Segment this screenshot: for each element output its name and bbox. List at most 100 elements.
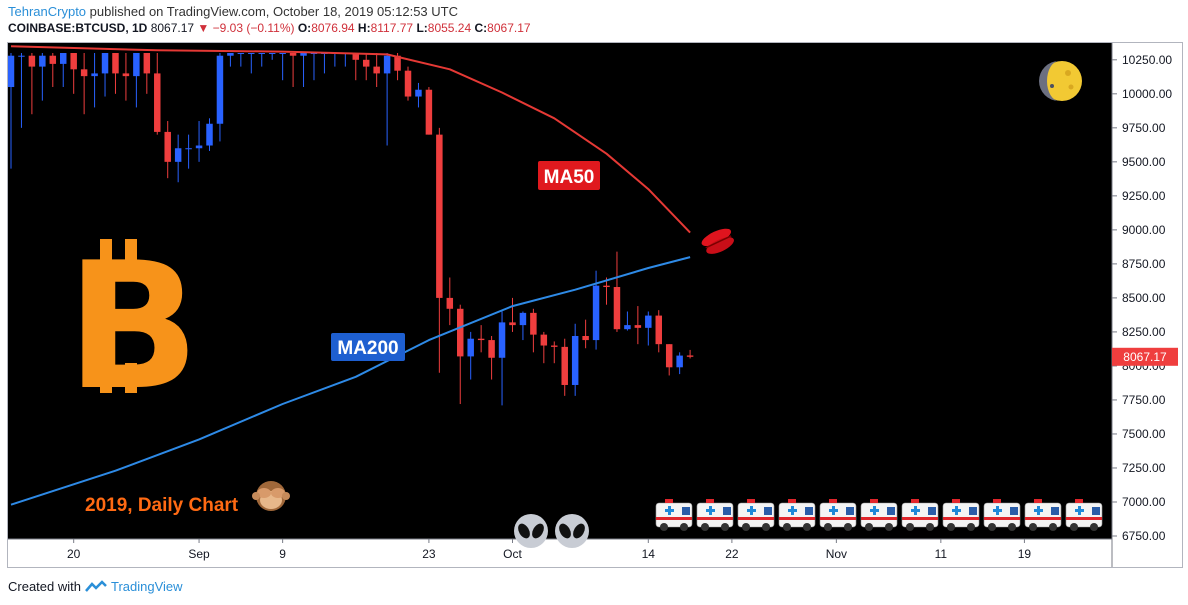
candle-body — [415, 89, 422, 97]
candle — [8, 53, 15, 169]
price-axis[interactable] — [1112, 43, 1182, 567]
ambulance-icon — [1065, 499, 1103, 531]
bitcoin-logo-top-left-bar — [100, 239, 112, 267]
ambulance-icon — [942, 499, 980, 531]
ambulance-window — [1010, 507, 1018, 515]
low-value: 8055.24 — [427, 21, 472, 35]
author-link[interactable]: TehranCrypto — [8, 4, 87, 19]
candle — [634, 306, 642, 345]
price-chart[interactable]: 6750.007000.007250.007500.007750.008000.… — [8, 43, 1182, 567]
candle — [645, 311, 652, 346]
candle-body — [373, 66, 380, 74]
candle-body — [551, 345, 558, 347]
candle-body — [477, 338, 485, 341]
ambulance-window — [1051, 507, 1059, 515]
x-tick-label: Nov — [826, 547, 847, 561]
ambulance-siren — [788, 499, 796, 503]
candle-body — [248, 53, 255, 54]
candle — [551, 341, 558, 364]
x-tick-label: 20 — [67, 547, 81, 561]
candle-body — [39, 55, 46, 67]
last-price-tag-text: 8067.17 — [1123, 350, 1167, 364]
candle — [373, 53, 380, 88]
candle — [28, 53, 36, 115]
candle-body — [18, 55, 25, 57]
ambulance-cross-h — [993, 509, 1002, 512]
y-tick-label: 7250.00 — [1122, 461, 1166, 475]
bitcoin-logo-top-right-bar — [125, 239, 137, 267]
ambulance-cross-h — [952, 509, 961, 512]
ambulance-siren — [706, 499, 714, 503]
x-axis-ticks: 20 Sep 9 23 Oct 14 22 Nov 11 19 — [67, 539, 1031, 561]
candle-body — [352, 53, 360, 60]
ambulance-siren — [911, 499, 919, 503]
chart-panel[interactable]: 6750.00 7000.00 7250.00 7500.00 7750.00 8000.… — [7, 42, 1183, 568]
candle — [18, 53, 25, 128]
candle — [446, 277, 454, 326]
x-tick-label: Oct — [503, 547, 522, 561]
ambulance-stripe — [738, 517, 774, 520]
candle-body — [530, 312, 537, 335]
ambulance-cross-h — [911, 509, 920, 512]
candle-body — [686, 355, 694, 357]
last-price-tag: 8067.17 — [1112, 347, 1178, 366]
ambulance-window — [764, 507, 772, 515]
candle — [133, 53, 140, 108]
ambulance-wheel — [742, 523, 750, 531]
tradingview-brand-link[interactable]: TradingView — [110, 579, 183, 594]
candle — [415, 82, 422, 108]
candle — [258, 53, 265, 67]
candle-body — [268, 53, 276, 54]
candle-body — [613, 287, 621, 330]
candle — [362, 53, 370, 81]
candle — [122, 53, 130, 101]
ambulance-wheel — [844, 523, 852, 531]
candle — [436, 127, 443, 373]
ma200-label-text: MA200 — [337, 338, 398, 359]
candle-body — [300, 53, 307, 56]
ambulance-siren — [829, 499, 837, 503]
candle — [39, 53, 46, 101]
ambulance-cross-h — [706, 509, 715, 512]
candle-body — [582, 335, 589, 341]
y-tick-label: 7000.00 — [1122, 495, 1166, 509]
candle — [686, 349, 694, 359]
candle-body — [498, 322, 506, 358]
candle-body — [519, 312, 527, 326]
ambulance-stripe — [902, 517, 938, 520]
y-tick-label: 6750.00 — [1122, 529, 1166, 543]
y-tick-label: 10250.00 — [1122, 53, 1172, 67]
y-tick-label: 8750.00 — [1122, 257, 1166, 271]
ambulance-stripe — [943, 517, 979, 520]
ambulance-stripe — [984, 517, 1020, 520]
candle-body — [446, 297, 454, 309]
ambulance-siren — [747, 499, 755, 503]
last-price: 8067.17 — [150, 21, 195, 35]
candle — [216, 53, 224, 142]
ma200-label-bg — [331, 333, 405, 361]
y-tick-label: 7750.00 — [1122, 393, 1166, 407]
ambulance-wheel — [803, 523, 811, 531]
ambulance-icon — [696, 499, 734, 531]
candle-body — [101, 53, 109, 74]
candle-body — [310, 53, 318, 54]
high-value: 8117.77 — [370, 21, 414, 35]
candle — [237, 53, 245, 67]
alien-icon — [514, 514, 548, 548]
ambulance-cross-h — [788, 509, 797, 512]
ambulance-window — [928, 507, 936, 515]
symbol-info: COINBASE:BTCUSD, 1D 8067.17 ▼ −9.03 (−0.… — [8, 21, 531, 35]
candle — [540, 331, 548, 364]
ambulance-siren — [1075, 499, 1083, 503]
ambulance-wheel — [947, 523, 955, 531]
candle — [300, 53, 307, 88]
change-arrow-icon: ▼ — [197, 21, 210, 35]
ambulance-wheel — [885, 523, 893, 531]
time-axis[interactable] — [8, 539, 1112, 567]
candle-body — [28, 55, 36, 67]
candle — [519, 311, 527, 341]
ambulance-stripe — [820, 517, 856, 520]
candle — [624, 311, 631, 331]
x-tick-label: 9 — [279, 547, 286, 561]
candle — [268, 53, 276, 60]
